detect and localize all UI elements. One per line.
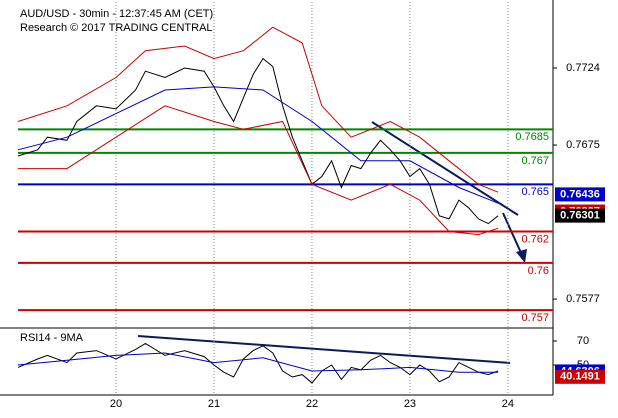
y-tick-label: 0.7577 [566,293,600,305]
y-tick-label: 70 [577,335,589,347]
last-value-label: 0.76301 [560,210,600,222]
x-tick-label: 24 [502,398,514,410]
series-line [17,57,499,225]
last-value-label: 40.1491 [560,371,600,383]
x-tick-label: 21 [208,398,220,410]
arrow [502,212,523,256]
chart-title: AUD/USD - 30min - 12:37:45 AM (CET) [20,8,213,20]
x-tick-label: 20 [110,398,122,410]
series-line [18,105,499,236]
trend-line [371,121,519,216]
last-value-box [555,369,605,384]
rsi-title: RSI14 - 9MA [20,332,84,344]
arrow-head [516,249,527,263]
level-label: 0.757 [521,312,549,324]
level-label: 0.767 [521,155,549,167]
series-line [17,352,499,373]
y-tick-label: 0.7724 [566,62,600,74]
series-line [17,342,499,384]
level-label: 0.765 [521,186,549,198]
rsi-trend-line [137,335,511,364]
series-line [17,86,499,204]
y-tick-label: 0.7675 [566,139,600,151]
last-value-box [555,208,605,223]
level-label: 0.7685 [515,131,549,143]
chart-subtitle: Research © 2017 TRADING CENTRAL [20,22,213,34]
x-tick-label: 23 [404,398,416,410]
level-label: 0.76 [528,265,549,277]
series-line [17,26,499,193]
last-value-label: 0.76436 [560,188,600,200]
x-tick-label: 22 [306,398,318,410]
level-label: 0.762 [521,233,549,245]
last-value-box [555,187,605,202]
